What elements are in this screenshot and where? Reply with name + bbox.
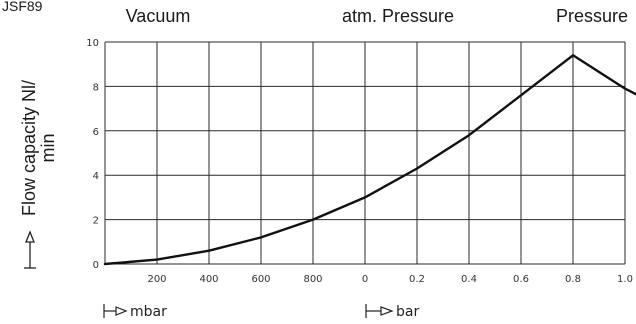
- bar-unit-label: bar: [396, 304, 419, 320]
- x-tick-label: 0.6: [513, 274, 529, 285]
- y-tick-label: 4: [93, 171, 99, 182]
- atm-pressure-region-label: atm. Pressure: [342, 6, 454, 26]
- pressure-region-label: Pressure: [556, 6, 628, 26]
- x-tick-label: 800: [303, 274, 322, 285]
- chart-grid: [104, 41, 626, 265]
- y-axis-label-line-2: min: [38, 133, 58, 162]
- x-tick-label: 600: [251, 274, 270, 285]
- y-axis-label: Flow capacity Nl/ min: [19, 80, 58, 216]
- y-tick-label: 10: [86, 38, 99, 49]
- series-lines: [103, 54, 636, 266]
- y-tick-label: 8: [93, 82, 99, 93]
- mbar-arrow-icon: [103, 304, 128, 318]
- x-tick-label: 1.0: [617, 274, 633, 285]
- y-tick-label: 0: [93, 260, 99, 271]
- vacuum-region-label: Vacuum: [126, 6, 191, 26]
- x-tick-label: 0.2: [409, 274, 425, 285]
- solid-flow-curve: [103, 54, 636, 266]
- tick-labels: 0 2 4 6 8 10 200 400 600 800 0 0.2 0.4 0.6 0.8 1.0: [86, 38, 633, 285]
- y-axis-label-line-1: Flow capacity Nl/: [19, 80, 39, 216]
- y-tick-label: 6: [93, 127, 99, 138]
- y-axis-arrow-icon: [24, 230, 36, 269]
- mbar-unit-label: mbar: [130, 304, 167, 320]
- x-tick-label: 400: [199, 274, 218, 285]
- x-tick-label: 0.4: [461, 274, 477, 285]
- y-tick-label: 2: [93, 216, 99, 227]
- x-tick-label: 200: [147, 274, 166, 285]
- x-tick-label: 0.8: [565, 274, 581, 285]
- x-tick-label: 0: [362, 274, 368, 285]
- bar-arrow-icon: [365, 304, 394, 318]
- corner-label: JSF89: [2, 0, 43, 14]
